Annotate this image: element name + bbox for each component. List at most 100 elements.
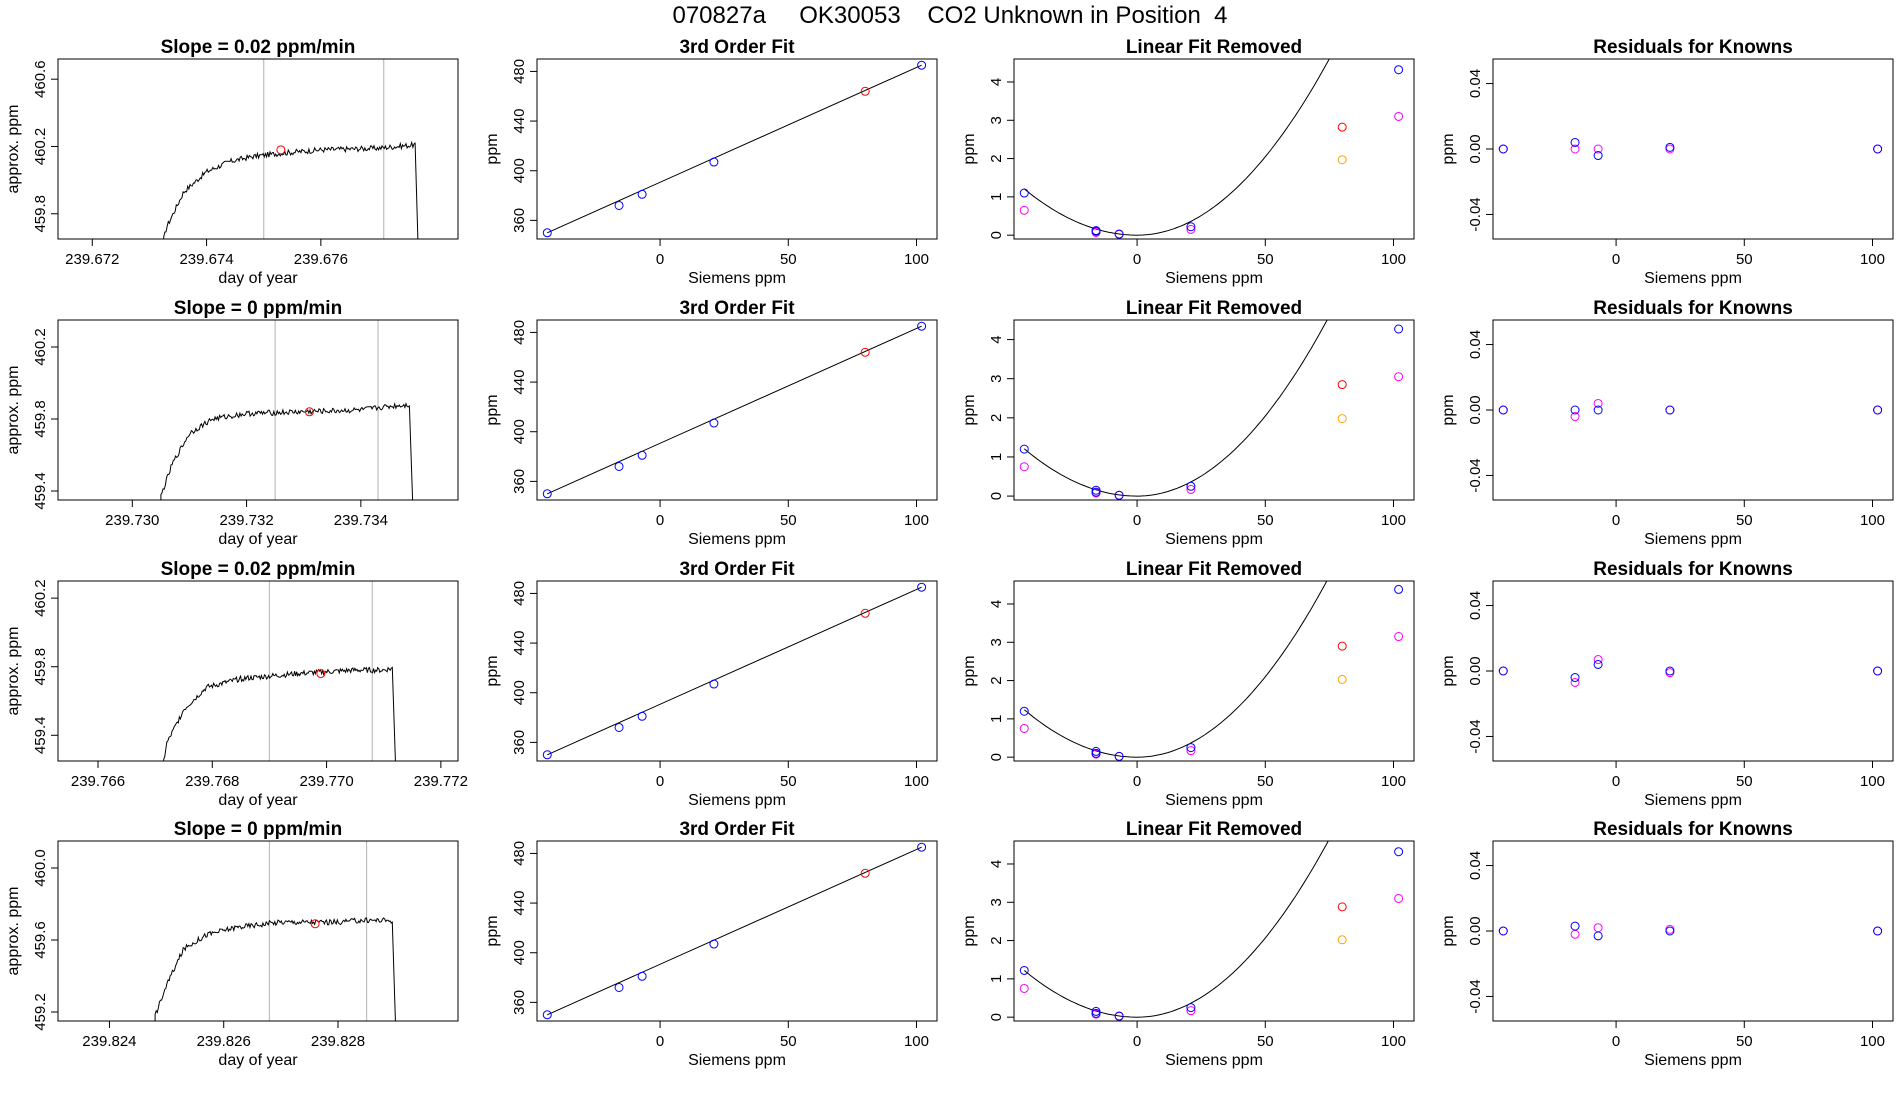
fit-curve	[1023, 320, 1328, 497]
known-point	[637, 189, 647, 199]
y-axis-label: ppm	[1440, 394, 1457, 425]
y-tick-label: 459.8	[32, 400, 49, 438]
y-tick-label: -0.04	[1467, 719, 1484, 753]
x-tick-label: 0	[656, 251, 664, 268]
x-axis-label: day of year	[218, 1052, 298, 1069]
y-tick-label: -0.04	[1467, 197, 1484, 231]
known-point	[637, 971, 647, 981]
signal-trace	[163, 666, 396, 761]
x-tick-label: 239.826	[197, 1033, 251, 1050]
x-tick-label: 50	[1736, 512, 1753, 529]
known-point	[1570, 137, 1580, 147]
x-tick-label: 239.732	[219, 512, 273, 529]
panel-3-1	[51, 580, 459, 768]
target-point	[1593, 144, 1603, 154]
known-point	[1186, 481, 1196, 491]
known-point	[1019, 444, 1029, 454]
plot-frame	[1492, 840, 1894, 1022]
known-point	[917, 582, 927, 592]
target-point	[1019, 983, 1029, 993]
x-tick-label: 0	[656, 773, 664, 790]
target-point	[1593, 655, 1603, 665]
x-tick-label: 100	[904, 512, 929, 529]
y-axis-label: ppm	[484, 133, 501, 164]
panel-2-1	[51, 319, 459, 507]
x-tick-label: 50	[1257, 1033, 1274, 1050]
x-tick-label: 100	[904, 251, 929, 268]
known-point	[542, 750, 552, 760]
fit-curve	[1023, 59, 1330, 236]
panel-1-2	[530, 58, 938, 246]
y-tick-label: 1	[988, 453, 1005, 461]
known-point	[1394, 847, 1404, 857]
panel-title: Slope = 0 ppm/min	[174, 298, 342, 319]
target-point	[1019, 205, 1029, 215]
target-point	[1186, 746, 1196, 756]
y-tick-label: 360	[511, 730, 528, 755]
known-point	[1593, 931, 1603, 941]
panel-title: Residuals for Knowns	[1593, 819, 1793, 840]
target-point	[1570, 677, 1580, 687]
x-tick-label: 239.770	[299, 773, 353, 790]
alt-point	[1337, 414, 1347, 424]
panel-title: Linear Fit Removed	[1126, 298, 1302, 319]
panel-title: Linear Fit Removed	[1126, 37, 1302, 58]
known-point	[917, 60, 927, 70]
y-tick-label: 4	[988, 335, 1005, 343]
fit-line	[547, 846, 922, 1016]
y-tick-label: 4	[988, 600, 1005, 608]
y-tick-label: 3	[988, 638, 1005, 646]
known-point	[1019, 965, 1029, 975]
x-tick-label: 239.672	[65, 251, 119, 268]
panel-4-3	[1007, 840, 1415, 1028]
y-axis-label: ppm	[484, 394, 501, 425]
known-point	[1570, 405, 1580, 415]
known-point	[1091, 226, 1101, 236]
unknown-point	[860, 868, 870, 878]
y-axis-label: approx. ppm	[5, 887, 22, 976]
y-tick-label: 400	[511, 158, 528, 183]
x-tick-label: 100	[1381, 512, 1406, 529]
panel-title: 3rd Order Fit	[679, 298, 795, 319]
y-axis-label: ppm	[484, 915, 501, 946]
y-tick-label: 0.04	[1467, 69, 1484, 98]
y-tick-label: 3	[988, 375, 1005, 383]
y-axis-label: ppm	[1440, 915, 1457, 946]
alt-point	[1337, 674, 1347, 684]
y-tick-label: -0.04	[1467, 979, 1484, 1013]
signal-trace	[160, 401, 414, 500]
target-point	[1394, 893, 1404, 903]
x-axis-label: day of year	[218, 792, 298, 809]
x-tick-label: 50	[1257, 773, 1274, 790]
unknown-point	[1337, 902, 1347, 912]
known-point	[1394, 65, 1404, 75]
x-tick-label: 239.768	[185, 773, 239, 790]
target-point	[1570, 412, 1580, 422]
plot-frame	[1492, 58, 1894, 240]
x-tick-label: 100	[1381, 251, 1406, 268]
target-point	[1593, 398, 1603, 408]
known-point	[614, 461, 624, 471]
fit-curve	[1023, 581, 1328, 758]
y-tick-label: 460.0	[32, 849, 49, 887]
known-point	[709, 418, 719, 428]
y-tick-label: 0	[988, 1013, 1005, 1021]
panel-3-3	[1007, 580, 1415, 768]
known-point	[1570, 921, 1580, 931]
known-point	[1665, 142, 1675, 152]
panel-title: Residuals for Knowns	[1593, 298, 1793, 319]
y-tick-label: 459.8	[32, 195, 49, 233]
y-tick-label: 460.2	[32, 328, 49, 366]
y-tick-label: 460.2	[32, 579, 49, 617]
panel-2-3	[1007, 319, 1415, 507]
target-point	[1186, 1006, 1196, 1016]
y-axis-label: approx. ppm	[5, 627, 22, 716]
x-axis-label: Siemens ppm	[1165, 531, 1263, 548]
known-point	[1873, 144, 1883, 154]
y-tick-label: 2	[988, 414, 1005, 422]
x-tick-label: 50	[1257, 251, 1274, 268]
plot-frame	[57, 840, 459, 1022]
x-tick-label: 0	[1133, 512, 1141, 529]
known-point	[1498, 666, 1508, 676]
y-tick-label: 460.2	[32, 128, 49, 166]
